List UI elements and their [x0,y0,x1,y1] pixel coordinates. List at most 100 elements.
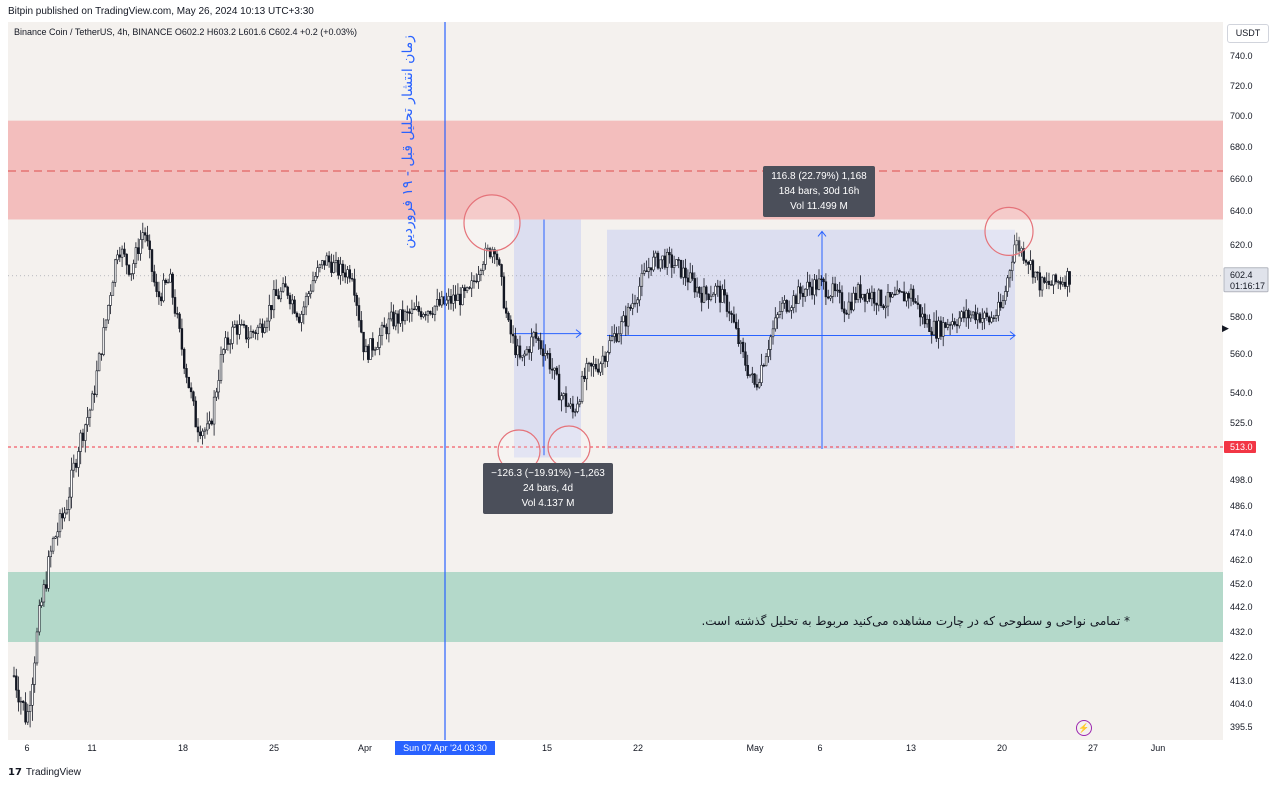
candle-body [1059,281,1062,285]
candle-body [376,347,379,350]
candle-body [608,340,611,353]
candle-body [822,278,825,283]
candle-body [997,301,1000,316]
candle-body [320,260,324,266]
candle-body [1054,274,1058,283]
candle-body [716,285,720,288]
x-tick-label: 15 [542,743,552,753]
candle-body [463,287,466,292]
candle-body [532,332,536,338]
candle-body [107,305,110,321]
candle-body [475,280,478,283]
candle-body [291,299,294,305]
candle-body [120,248,124,258]
candle-body [419,311,423,318]
candle-body [645,270,648,272]
candle-body [734,321,738,329]
candle-body [311,280,315,292]
candle-body [932,320,936,336]
tradingview-logo-text: TradingView [25,767,81,778]
candle-body [709,295,713,301]
candle-body [854,292,858,300]
candle-body [695,286,699,293]
candle-body [886,292,890,307]
candle-body [424,314,427,316]
candle-body [652,256,655,271]
candle-body [212,396,216,425]
candle-body [569,403,572,407]
candle-body [217,380,220,393]
candle-body [626,306,630,327]
candle-body [125,253,128,266]
candle-body [877,289,881,306]
candle-body [859,284,862,299]
candle-body [596,368,600,373]
candle-body [484,247,487,265]
candle-body [435,299,439,307]
candle-body [624,315,628,327]
candle-body [339,263,342,276]
candle-body [91,393,94,411]
candle-body [31,684,34,706]
candle-body [962,311,966,319]
candle-body [21,700,25,703]
candle-body [1020,248,1023,252]
candle-body [58,513,62,533]
candle-body [47,556,50,589]
candle-body [668,252,671,256]
candle-body [286,286,289,296]
candle-body [902,291,906,302]
tradingview-logo[interactable]: 17 TradingView [8,767,81,778]
candle-body [84,424,87,441]
x-tick-label: 11 [87,743,96,753]
candle-body [640,272,644,287]
lightning-icon[interactable]: ⚡ [1076,720,1092,736]
candle-body [725,294,729,312]
candle-body [806,281,809,290]
candle-body [268,305,271,322]
highlight-circle [984,206,1034,256]
candle-body [334,259,338,264]
candle-body [723,289,726,296]
candle-body [587,362,591,365]
candle-body [261,323,264,333]
candle-body [507,312,510,321]
candle-body [838,289,841,293]
candle-body [670,254,674,268]
candle-body [990,317,993,323]
candle-body [509,319,512,335]
candle-body [134,247,138,264]
candle-body [348,269,351,279]
highlight-circle [463,194,521,252]
price-tag-513 [1224,441,1256,453]
candle-body [797,286,800,304]
candle-body [502,276,506,309]
candle-body [160,296,163,302]
candle-body [525,349,529,355]
candle-body [33,662,36,685]
candle-body [1043,277,1046,283]
y-tick-label: 620.0 [1230,240,1253,250]
candle-body [914,301,917,304]
candle-body [527,349,531,353]
candle-body [863,293,867,302]
support-zone [8,572,1223,642]
candle-body [907,293,910,299]
candle-body [314,276,317,282]
candle-body [396,313,400,324]
candle-body [109,295,112,306]
candle-body [77,451,80,468]
currency-selector[interactable]: USDT [1227,24,1269,43]
candle-body [79,432,82,452]
x-tick-label: May [746,743,764,753]
candle-body [994,315,998,319]
scroll-right-icon[interactable]: ▶ [1222,323,1229,333]
candle-body [606,352,609,362]
candle-body [417,306,420,312]
y-tick-label: 452.0 [1230,579,1253,589]
candle-body [523,353,526,357]
candle-body [201,430,204,437]
candle-body [567,405,570,408]
candle-body [1040,277,1044,291]
